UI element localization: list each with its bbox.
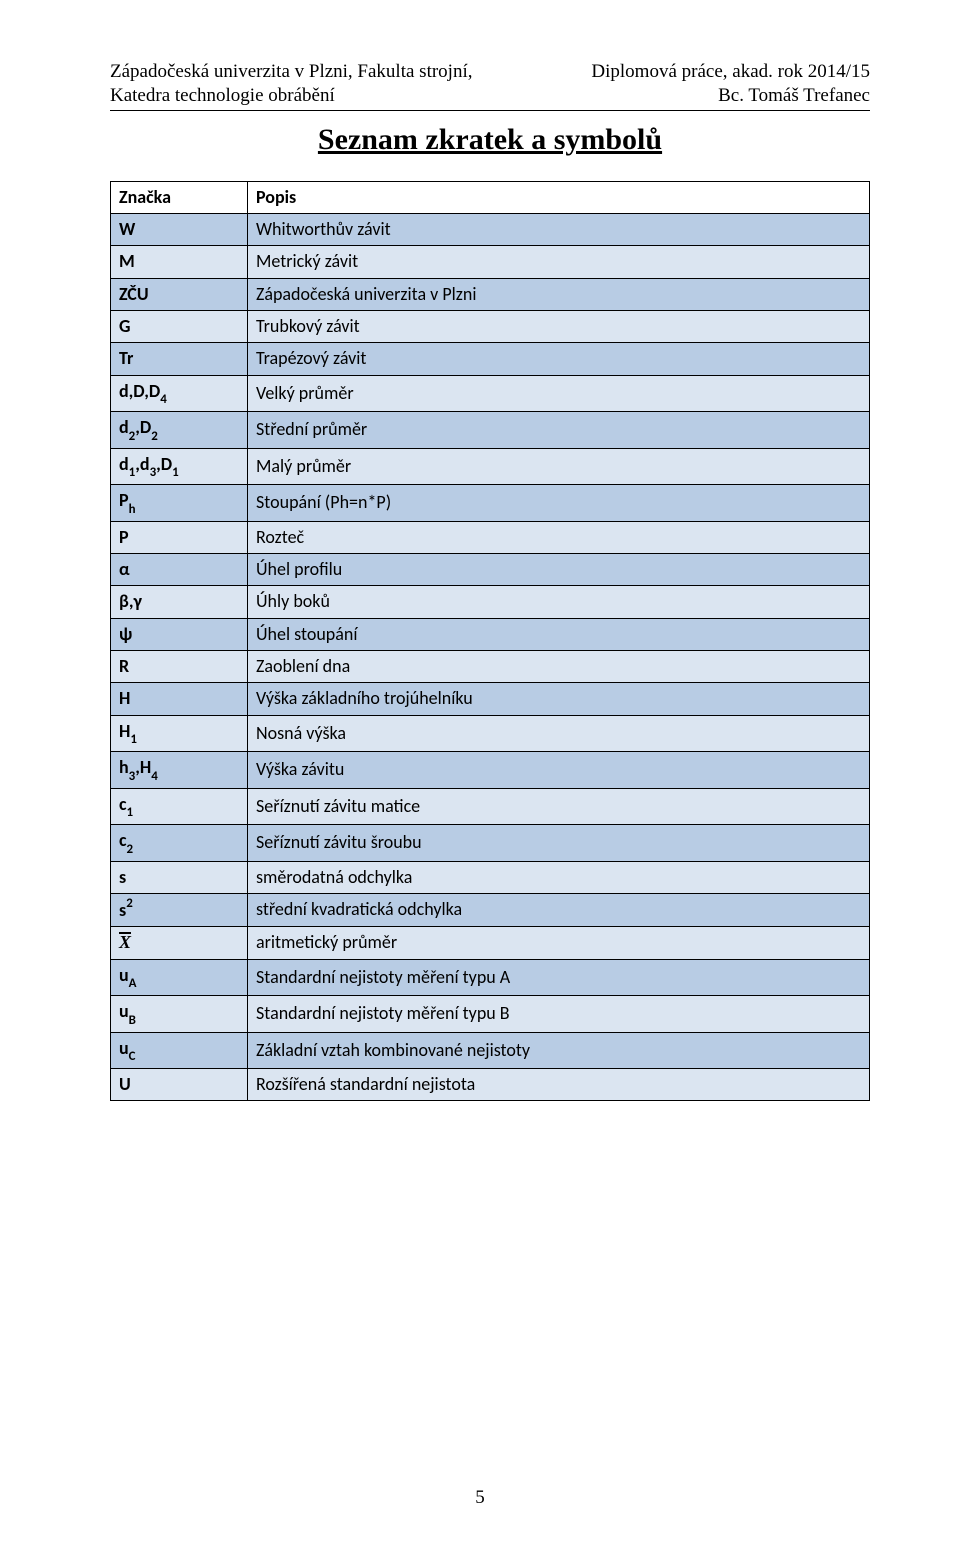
symbol-cell: P <box>111 521 248 553</box>
symbol-cell: d,D,D4 <box>111 375 248 411</box>
symbol-cell: d1,d3,D1 <box>111 448 248 484</box>
description-cell: Základní vztah kombinované nejistoty <box>248 1032 870 1068</box>
description-cell: Západočeská univerzita v Plzni <box>248 278 870 310</box>
symbol-cell: β,γ <box>111 586 248 618</box>
table-row: s2střední kvadratická odchylka <box>111 893 870 926</box>
table-row: uCZákladní vztah kombinované nejistoty <box>111 1032 870 1068</box>
description-cell: Trubkový závit <box>248 311 870 343</box>
table-row: c2Seříznutí závitu šroubu <box>111 825 870 861</box>
symbol-cell: R <box>111 651 248 683</box>
description-cell: Nosná výška <box>248 715 870 751</box>
table-row: GTrubkový závit <box>111 311 870 343</box>
table-row: d1,d3,D1Malý průměr <box>111 448 870 484</box>
table-row: ssměrodatná odchylka <box>111 861 870 893</box>
description-cell: Velký průměr <box>248 375 870 411</box>
table-row: ψÚhel stoupání <box>111 618 870 650</box>
symbol-cell: s <box>111 861 248 893</box>
symbol-cell: M <box>111 246 248 278</box>
table-row: uBStandardní nejistoty měření typu B <box>111 996 870 1032</box>
description-cell: Standardní nejistoty měření typu A <box>248 959 870 995</box>
symbol-cell: uA <box>111 959 248 995</box>
symbol-cell: G <box>111 311 248 343</box>
table-row: URozšířená standardní nejistota <box>111 1069 870 1101</box>
symbol-cell: c2 <box>111 825 248 861</box>
table-row: d,D,D4Velký průměr <box>111 375 870 411</box>
description-cell: směrodatná odchylka <box>248 861 870 893</box>
symbol-cell: W <box>111 213 248 245</box>
description-cell: Rozšířená standardní nejistota <box>248 1069 870 1101</box>
symbol-cell: ZČU <box>111 278 248 310</box>
description-cell: střední kvadratická odchylka <box>248 893 870 926</box>
symbol-cell: ψ <box>111 618 248 650</box>
header-description: Popis <box>248 181 870 213</box>
description-cell: Seříznutí závitu matice <box>248 788 870 824</box>
description-cell: Úhel stoupání <box>248 618 870 650</box>
page: Západočeská univerzita v Plzni, Fakulta … <box>0 0 960 1549</box>
table-row: uAStandardní nejistoty měření typu A <box>111 959 870 995</box>
description-cell: Malý průměr <box>248 448 870 484</box>
symbol-cell: d2,D2 <box>111 412 248 448</box>
header-symbol: Značka <box>111 181 248 213</box>
description-cell: Seříznutí závitu šroubu <box>248 825 870 861</box>
symbol-cell: h3,H4 <box>111 752 248 788</box>
page-number: 5 <box>0 1487 960 1509</box>
description-cell: Výška závitu <box>248 752 870 788</box>
description-cell: Stoupání (Ph=n*P) <box>248 485 870 521</box>
table-row: MMetrický závit <box>111 246 870 278</box>
header-row-1: Západočeská univerzita v Plzni, Fakulta … <box>110 60 870 84</box>
table-row: β,γÚhly boků <box>111 586 870 618</box>
description-cell: Metrický závit <box>248 246 870 278</box>
description-cell: Trapézový závit <box>248 343 870 375</box>
header-row-2: Katedra technologie obrábění Bc. Tomáš T… <box>110 84 870 111</box>
symbol-cell: Tr <box>111 343 248 375</box>
description-cell: Úhel profilu <box>248 553 870 585</box>
header-left-1: Západočeská univerzita v Plzni, Fakulta … <box>110 60 472 84</box>
description-cell: Rozteč <box>248 521 870 553</box>
header-right-1: Diplomová práce, akad. rok 2014/15 <box>591 60 870 84</box>
description-cell: Střední průměr <box>248 412 870 448</box>
table-row: ZČUZápadočeská univerzita v Plzni <box>111 278 870 310</box>
symbol-cell: s2 <box>111 893 248 926</box>
symbol-cell: X <box>111 927 248 959</box>
table-body: WWhitworthův závitMMetrický závitZČUZápa… <box>111 213 870 1101</box>
table-row: RZaoblení dna <box>111 651 870 683</box>
symbol-cell: H1 <box>111 715 248 751</box>
header-right-2: Bc. Tomáš Trefanec <box>718 84 870 108</box>
description-cell: Úhly boků <box>248 586 870 618</box>
table-row: PRozteč <box>111 521 870 553</box>
table-row: HVýška základního trojúhelníku <box>111 683 870 715</box>
description-cell: Výška základního trojúhelníku <box>248 683 870 715</box>
symbol-cell: uC <box>111 1032 248 1068</box>
table-row: Xaritmetický průměr <box>111 927 870 959</box>
page-title: Seznam zkratek a symbolů <box>110 123 870 157</box>
symbol-cell: uB <box>111 996 248 1032</box>
table-row: h3,H4Výška závitu <box>111 752 870 788</box>
table-row: αÚhel profilu <box>111 553 870 585</box>
description-cell: aritmetický průměr <box>248 927 870 959</box>
table-row: WWhitworthův závit <box>111 213 870 245</box>
symbol-cell: H <box>111 683 248 715</box>
table-row: TrTrapézový závit <box>111 343 870 375</box>
symbol-cell: α <box>111 553 248 585</box>
table-row: d2,D2Střední průměr <box>111 412 870 448</box>
table-row: PhStoupání (Ph=n*P) <box>111 485 870 521</box>
symbols-table: Značka Popis WWhitworthův závitMMetrický… <box>110 181 870 1102</box>
table-row: c1Seříznutí závitu matice <box>111 788 870 824</box>
description-cell: Standardní nejistoty měření typu B <box>248 996 870 1032</box>
description-cell: Whitworthův závit <box>248 213 870 245</box>
table-row: H1Nosná výška <box>111 715 870 751</box>
symbol-cell: Ph <box>111 485 248 521</box>
symbol-cell: U <box>111 1069 248 1101</box>
table-header-row: Značka Popis <box>111 181 870 213</box>
symbol-cell: c1 <box>111 788 248 824</box>
header-left-2: Katedra technologie obrábění <box>110 84 335 108</box>
description-cell: Zaoblení dna <box>248 651 870 683</box>
